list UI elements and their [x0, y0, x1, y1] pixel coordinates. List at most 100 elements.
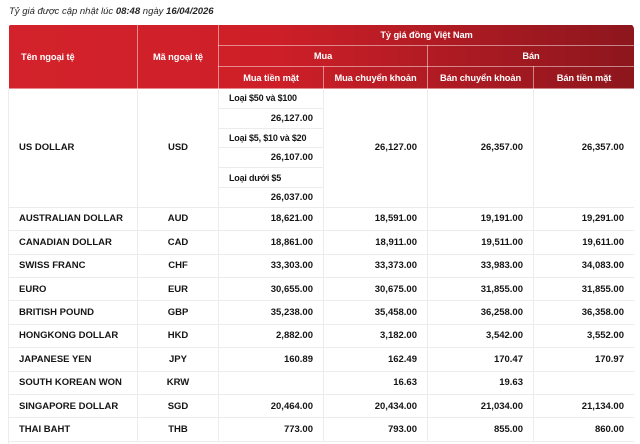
currency-row-thb: THAI BAHT THB 773.00 793.00 855.00 860.0… — [8, 417, 634, 442]
cash-buy-cell: 160.89 — [218, 347, 324, 372]
col-header-transfer-buy: Mua chuyển khoản — [323, 66, 428, 89]
transfer-buy-cell: 30,675.00 — [323, 276, 428, 302]
usd-tier-value-cell: 26,107.00 — [218, 147, 324, 169]
currency-name-cell: CANADIAN DOLLAR — [8, 230, 138, 255]
col-header-currency-code: Mã ngoại tệ — [137, 24, 219, 89]
cash-buy-cell: 18,861.00 — [218, 230, 324, 255]
exchange-rate-table: Tên ngoại tệ Mã ngoại tệ Tỷ giá đồng Việ… — [8, 24, 634, 444]
cash-buy-cell: 33,303.00 — [218, 253, 324, 278]
cash-buy-cell: 20,464.00 — [218, 393, 324, 419]
cash-buy-cell — [218, 370, 324, 395]
transfer-buy-cell: 33,373.00 — [323, 253, 428, 278]
currency-row-aud: AUSTRALIAN DOLLAR AUD 18,621.00 18,591.0… — [8, 206, 634, 232]
currency-code-cell: KRW — [137, 370, 219, 395]
cash-sell-cell: 36,358.00 — [533, 300, 634, 325]
table-header: Tên ngoại tệ Mã ngoại tệ Tỷ giá đồng Việ… — [8, 24, 634, 89]
table-body: US DOLLAR USD Loại $50 và $100 26,127.00… — [8, 88, 635, 444]
cash-sell-cell: 26,357.00 — [533, 88, 634, 208]
usd-tier-value-cell: 26,037.00 — [218, 186, 324, 208]
cash-sell-cell: 19,291.00 — [533, 206, 634, 232]
cash-sell-cell — [533, 370, 634, 395]
currency-name-cell: THAI BAHT — [8, 417, 138, 442]
col-header-cash-sell: Bán tiền mặt — [533, 66, 634, 89]
currency-code-cell: JPY — [137, 347, 219, 372]
usd-tier-row: 26,037.00 — [9, 186, 635, 208]
cash-sell-cell: 3,552.00 — [533, 323, 634, 349]
transfer-sell-cell: 855.00 — [427, 417, 534, 442]
currency-name-cell: HONGKONG DOLLAR — [8, 323, 138, 349]
currency-name-cell: JAPANESE YEN — [8, 347, 138, 372]
transfer-buy-cell: 26,127.00 — [323, 88, 428, 208]
col-header-transfer-sell: Bán chuyển khoản — [427, 66, 534, 89]
transfer-sell-cell: 33,983.00 — [427, 253, 534, 278]
transfer-sell-cell: 19.63 — [427, 370, 534, 395]
transfer-sell-cell: 19,191.00 — [427, 206, 534, 232]
currency-name-cell: US DOLLAR — [8, 88, 138, 208]
cash-sell-cell: 860.00 — [533, 417, 634, 442]
update-note-connector: ngày — [142, 6, 164, 17]
cash-buy-cell: 773.00 — [218, 417, 324, 442]
transfer-sell-cell: 26,357.00 — [427, 88, 534, 208]
transfer-sell-cell: 31,855.00 — [427, 276, 534, 302]
cash-buy-cell: 18,621.00 — [218, 206, 324, 232]
transfer-buy-cell: 20,434.00 — [323, 393, 428, 419]
currency-name-cell: SINGAPORE DOLLAR — [8, 393, 138, 419]
currency-code-cell: GBP — [137, 300, 219, 325]
usd-tier-row: 26,127.00 — [9, 107, 635, 129]
currency-code-cell: CAD — [137, 230, 219, 255]
transfer-sell-cell: 36,258.00 — [427, 300, 534, 325]
cash-sell-cell: 19,611.00 — [533, 230, 634, 255]
currency-row-gbp: BRITISH POUND GBP 35,238.00 35,458.00 36… — [8, 300, 634, 325]
usd-tier-label-cell: Loại $5, $10 và $20 — [218, 127, 324, 149]
currency-name-cell: BRITISH POUND — [8, 300, 138, 325]
usd-tier-row: Loại $5, $10 và $20 — [9, 127, 635, 149]
usd-tier-label-cell: Loại $50 và $100 — [218, 88, 324, 109]
currency-name-cell: EURO — [8, 276, 138, 302]
currency-row-eur: EURO EUR 30,655.00 30,675.00 31,855.00 3… — [8, 276, 634, 302]
update-timestamp: Tỷ giá được cập nhật lúc 08:48 ngày 16/0… — [8, 0, 634, 24]
cash-sell-cell: 34,083.00 — [533, 253, 634, 278]
usd-tier-value-cell: 26,127.00 — [218, 107, 324, 129]
currency-code-cell: HKD — [137, 323, 219, 349]
currency-code-cell: SGD — [137, 393, 219, 419]
partial-next-row — [8, 440, 634, 444]
update-note-date: 16/04/2026 — [166, 6, 214, 17]
transfer-buy-cell: 18,911.00 — [323, 230, 428, 255]
currency-code-cell: USD — [137, 88, 219, 208]
col-header-sell: Bán — [427, 45, 634, 67]
exchange-rate-table-wrapper: Tên ngoại tệ Mã ngoại tệ Tỷ giá đồng Việ… — [8, 24, 634, 444]
cash-sell-cell: 31,855.00 — [533, 276, 634, 302]
cash-sell-cell: 21,134.00 — [533, 393, 634, 419]
currency-code-cell: AUD — [137, 206, 219, 232]
update-note-prefix: Tỷ giá được cập nhật lúc — [9, 6, 114, 17]
transfer-sell-cell: 170.47 — [427, 347, 534, 372]
col-header-currency-name: Tên ngoại tệ — [8, 24, 138, 89]
cash-sell-cell: 170.97 — [533, 347, 634, 372]
col-header-group-title: Tỷ giá đồng Việt Nam — [218, 24, 634, 46]
currency-name-cell: SWISS FRANC — [8, 253, 138, 278]
transfer-buy-cell: 162.49 — [323, 347, 428, 372]
col-header-cash-buy: Mua tiền mặt — [218, 66, 324, 89]
transfer-buy-cell: 793.00 — [323, 417, 428, 442]
currency-row-usd: US DOLLAR USD Loại $50 và $100 26,127.00… — [8, 88, 634, 208]
cash-buy-cell: 30,655.00 — [218, 276, 324, 302]
currency-row-chf: SWISS FRANC CHF 33,303.00 33,373.00 33,9… — [8, 253, 634, 278]
currency-row-cad: CANADIAN DOLLAR CAD 18,861.00 18,911.00 … — [8, 230, 634, 255]
transfer-buy-cell: 3,182.00 — [323, 323, 428, 349]
transfer-buy-cell: 18,591.00 — [323, 206, 428, 232]
col-header-buy: Mua — [218, 45, 428, 67]
transfer-sell-cell: 3,542.00 — [427, 323, 534, 349]
update-note-time: 08:48 — [115, 6, 141, 17]
currency-code-cell: THB — [137, 417, 219, 442]
currency-row-krw: SOUTH KOREAN WON KRW 16.63 19.63 — [8, 370, 634, 395]
currency-row-jpy: JAPANESE YEN JPY 160.89 162.49 170.47 17… — [8, 347, 634, 372]
currency-code-cell: CHF — [137, 253, 219, 278]
partial-next-row-cell — [8, 440, 634, 444]
currency-code-cell: EUR — [137, 276, 219, 302]
usd-tier-label-cell: Loại dưới $5 — [218, 167, 324, 188]
currency-name-cell: SOUTH KOREAN WON — [8, 370, 138, 395]
currency-name-cell: AUSTRALIAN DOLLAR — [8, 206, 138, 232]
transfer-buy-cell: 35,458.00 — [323, 300, 428, 325]
transfer-buy-cell: 16.63 — [323, 370, 428, 395]
